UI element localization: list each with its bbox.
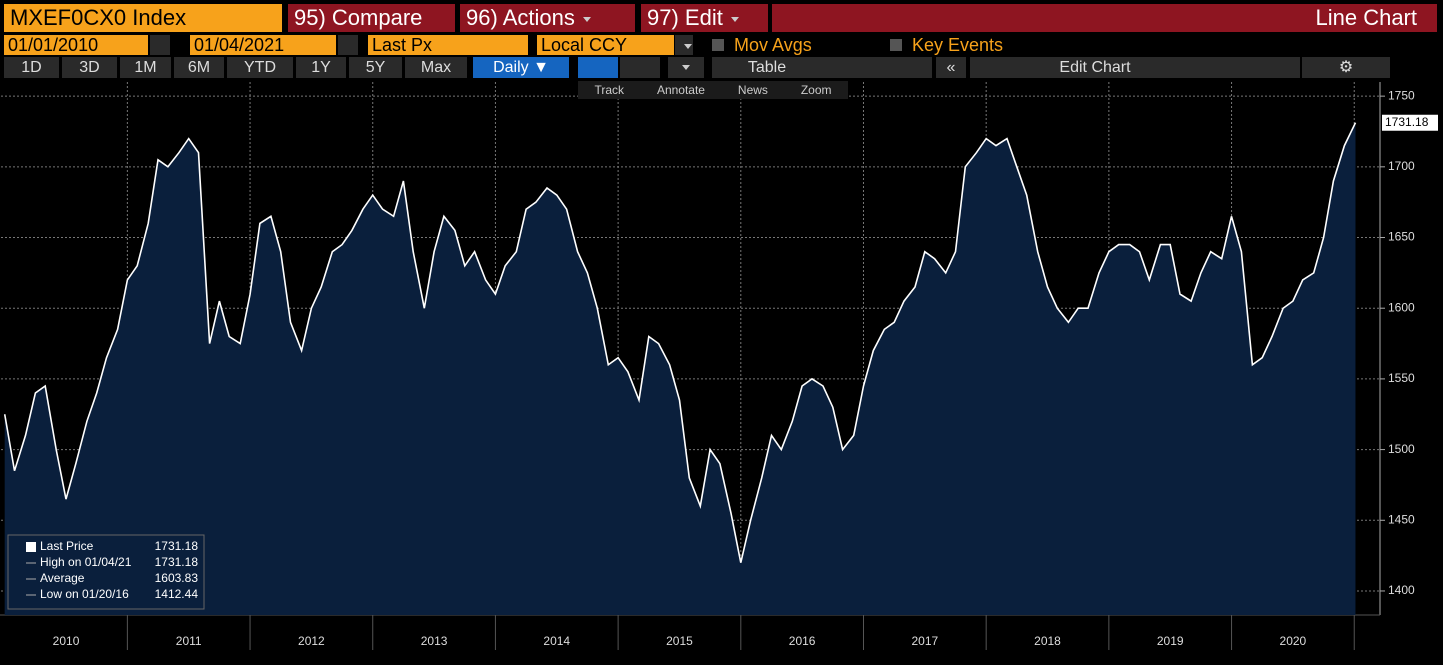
- currency-select[interactable]: Local CCY: [537, 35, 674, 55]
- chart-kind: Line Chart: [772, 4, 1437, 32]
- frequency[interactable]: Daily ▼: [473, 57, 569, 78]
- period-button[interactable]: 1Y: [296, 57, 346, 78]
- chart-tool[interactable]: Zoom: [800, 83, 832, 97]
- period-button[interactable]: 1D: [4, 57, 59, 78]
- field-select[interactable]: Last Px: [368, 35, 528, 55]
- actions-label: 96) Actions: [466, 5, 575, 30]
- chart-tools: Track Annotate News Zoom: [578, 81, 848, 99]
- x-tick-label: 2020: [1280, 634, 1307, 648]
- x-tick-label: 2019: [1157, 634, 1184, 648]
- end-date[interactable]: 01/04/2021: [190, 35, 336, 55]
- x-tick-label: 2012: [298, 634, 325, 648]
- x-tick-label: 2015: [666, 634, 693, 648]
- key-events-label: Key Events: [912, 35, 1004, 55]
- y-tick-label: 1550: [1388, 371, 1415, 385]
- mov-avgs[interactable]: Mov Avgs: [708, 35, 878, 55]
- period-button[interactable]: 3D: [62, 57, 117, 78]
- price-line: [3, 122, 1357, 563]
- x-tick-label: 2014: [543, 634, 570, 648]
- y-tick-label: 1650: [1388, 230, 1415, 244]
- edit-button[interactable]: 97) Edit: [641, 4, 768, 32]
- settings-button[interactable]: ⚙: [1302, 57, 1390, 78]
- y-tick-label: 1400: [1388, 583, 1415, 597]
- period-button[interactable]: YTD: [227, 57, 293, 78]
- legend-value: 1731.18: [155, 539, 199, 553]
- legend: Last Price 1731.18 High on 01/04/21 1731.18…: [7, 534, 205, 610]
- actions-button[interactable]: 96) Actions: [460, 4, 635, 32]
- ticker[interactable]: MXEF0CX0 Index: [4, 4, 282, 32]
- period-button[interactable]: 6M: [174, 57, 224, 78]
- table-button[interactable]: Table: [712, 57, 932, 78]
- frequency-label: Daily: [493, 59, 529, 76]
- area: [4, 122, 1356, 615]
- last-price-label: 1731.18: [1385, 115, 1429, 129]
- edit-label: 97) Edit: [647, 5, 723, 30]
- chart-tool[interactable]: News: [737, 83, 768, 97]
- currency-dropdown[interactable]: [675, 35, 693, 55]
- last-price-tag: [1382, 114, 1438, 131]
- key-events[interactable]: Key Events: [886, 35, 1056, 55]
- x-tick-label: 2013: [421, 634, 448, 648]
- chart-type-dropdown[interactable]: [668, 57, 704, 78]
- legend-label: Low on 01/20/16: [40, 587, 129, 601]
- x-tick-label: 2016: [789, 634, 816, 648]
- x-tick-label: 2010: [53, 634, 80, 648]
- legend-value: 1412.44: [155, 587, 199, 601]
- x-tick-label: 2011: [176, 634, 202, 648]
- period-button[interactable]: Max: [405, 57, 467, 78]
- period-button[interactable]: 5Y: [349, 57, 402, 78]
- compare-button[interactable]: 95) Compare: [288, 4, 455, 32]
- legend-label: Average: [40, 571, 85, 585]
- chart-tool[interactable]: Annotate: [656, 83, 705, 97]
- period-button[interactable]: 1M: [120, 57, 171, 78]
- x-tick-label: 2018: [1034, 634, 1061, 648]
- chart-tool[interactable]: Track: [594, 83, 625, 97]
- calendar-icon[interactable]: [150, 35, 170, 55]
- legend-value: 1603.83: [155, 571, 199, 585]
- y-tick-label: 1750: [1388, 88, 1415, 102]
- y-tick-label: 1600: [1388, 300, 1415, 314]
- start-date[interactable]: 01/01/2010: [4, 35, 148, 55]
- line-icon[interactable]: [578, 57, 618, 78]
- legend-swatch: [26, 542, 36, 552]
- mov-avgs-label: Mov Avgs: [734, 35, 812, 55]
- legend-label: Last Price: [40, 539, 94, 553]
- calendar-icon[interactable]: [338, 35, 358, 55]
- x-tick-label: 2017: [911, 634, 938, 648]
- edit-chart-button[interactable]: Edit Chart: [970, 57, 1300, 78]
- collapse-button[interactable]: «: [936, 57, 966, 78]
- legend-label: High on 01/04/21: [40, 555, 132, 569]
- y-tick-label: 1700: [1388, 159, 1415, 173]
- legend-value: 1731.18: [155, 555, 199, 569]
- y-tick-label: 1450: [1388, 512, 1415, 526]
- y-tick-label: 1500: [1388, 442, 1415, 456]
- bar-icon[interactable]: [620, 57, 660, 78]
- legend-box: [7, 534, 205, 610]
